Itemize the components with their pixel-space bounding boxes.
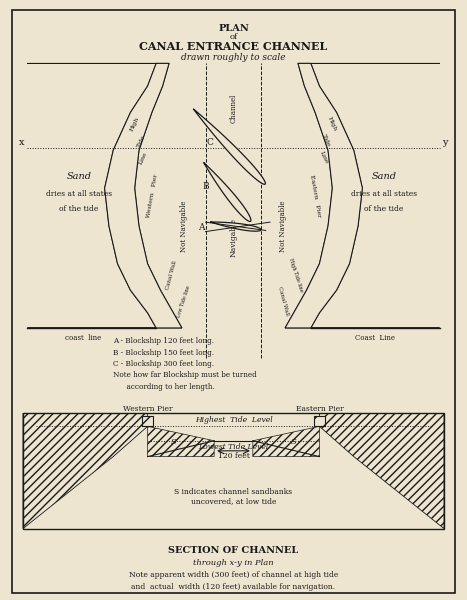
Text: Not Navigable: Not Navigable [180, 200, 188, 251]
Text: Channel: Channel [229, 94, 238, 124]
Text: B: B [202, 182, 209, 191]
Text: SECTION OF CHANNEL: SECTION OF CHANNEL [169, 545, 298, 554]
Text: Navigable: Navigable [229, 218, 238, 257]
Text: Coast  Line: Coast Line [355, 334, 395, 341]
Text: Line: Line [138, 151, 149, 165]
Text: C: C [206, 138, 213, 147]
Text: High: High [327, 116, 338, 132]
Text: High: High [129, 116, 140, 132]
Text: dries at all states: dries at all states [46, 190, 112, 198]
Text: Western   Pier: Western Pier [146, 173, 158, 218]
Bar [23, 413, 444, 529]
Text: coast  line: coast line [65, 334, 101, 341]
Text: Canal Wall: Canal Wall [165, 260, 177, 290]
Text: 120 feet: 120 feet [218, 452, 249, 460]
Text: Note apparent width (300 feet) of channel at high tide: Note apparent width (300 feet) of channe… [129, 571, 338, 579]
Text: Not Navigable: Not Navigable [279, 200, 287, 251]
Text: Tide: Tide [321, 134, 331, 148]
Polygon shape [105, 64, 182, 328]
Text: Note how far Blockship must be turned: Note how far Blockship must be turned [113, 371, 257, 379]
Text: S: S [291, 438, 297, 446]
Text: through x-y in Plan: through x-y in Plan [193, 559, 274, 568]
Text: y: y [442, 137, 448, 146]
Text: S indicates channel sandbanks: S indicates channel sandbanks [175, 488, 292, 496]
Text: Western Pier: Western Pier [123, 405, 172, 413]
Polygon shape [204, 163, 251, 221]
Text: x: x [19, 137, 25, 146]
Text: Eastern   Pier: Eastern Pier [309, 174, 321, 217]
Text: B - Blockship 150 feet long.: B - Blockship 150 feet long. [113, 349, 214, 357]
Text: C - Blockship 300 feet long.: C - Blockship 300 feet long. [113, 360, 214, 368]
Text: Sand: Sand [371, 172, 396, 181]
Text: Low Tide line: Low Tide line [177, 285, 191, 318]
Text: Lowest Tide Level: Lowest Tide Level [198, 443, 269, 451]
Text: drawn roughly to scale: drawn roughly to scale [181, 53, 286, 62]
Text: of the tide: of the tide [364, 205, 403, 213]
Text: High Tide line: High Tide line [288, 257, 304, 293]
Text: Eastern Pier: Eastern Pier [296, 405, 343, 413]
Text: CANAL ENTRANCE CHANNEL: CANAL ENTRANCE CHANNEL [139, 41, 328, 52]
Text: of the tide: of the tide [59, 205, 99, 213]
Text: Line: Line [318, 151, 329, 165]
Bar [314, 416, 325, 427]
Text: Highest  Tide  Level: Highest Tide Level [195, 416, 272, 424]
Polygon shape [285, 64, 362, 328]
Bar [142, 416, 153, 427]
Text: uncovered, at low tide: uncovered, at low tide [191, 497, 276, 505]
Text: dries at all states: dries at all states [351, 190, 417, 198]
Text: S: S [170, 438, 176, 446]
Text: Sand: Sand [66, 172, 92, 181]
Text: A: A [198, 223, 205, 232]
Text: Canal Wall: Canal Wall [276, 286, 289, 317]
Text: according to her length.: according to her length. [113, 383, 215, 391]
Polygon shape [210, 222, 261, 231]
Text: of: of [229, 33, 238, 41]
Text: and  actual  width (120 feet) available for navigation.: and actual width (120 feet) available fo… [131, 583, 336, 591]
Text: A - Blockship 120 feet long.: A - Blockship 120 feet long. [113, 337, 214, 346]
Text: Tide: Tide [136, 134, 146, 148]
Polygon shape [193, 109, 265, 184]
Text: PLAN: PLAN [218, 23, 249, 32]
